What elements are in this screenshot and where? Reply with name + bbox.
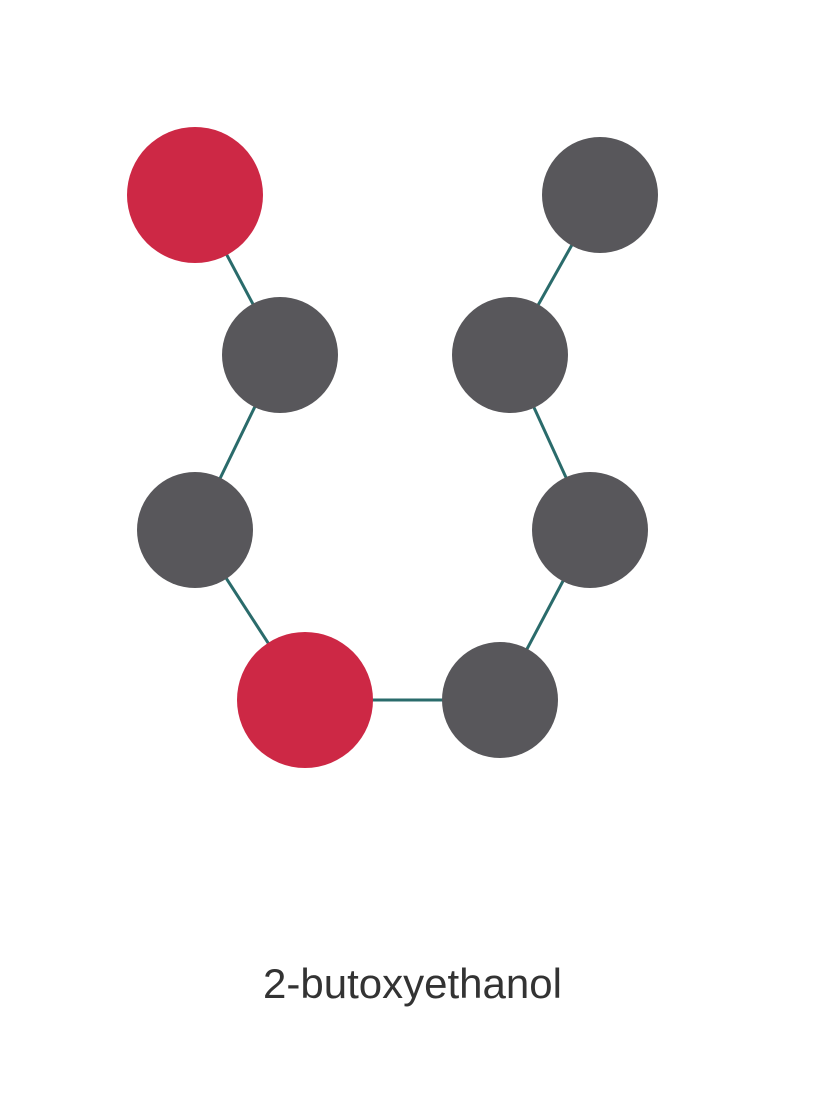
atom-carbon xyxy=(442,642,558,758)
molecule-caption: 2-butoxyethanol xyxy=(0,960,825,1008)
atom-carbon xyxy=(222,297,338,413)
atom-oxygen xyxy=(237,632,373,768)
molecule-diagram xyxy=(0,0,825,1100)
atom-carbon xyxy=(137,472,253,588)
atom-carbon xyxy=(452,297,568,413)
bond-layer xyxy=(195,195,600,700)
atom-layer xyxy=(127,127,658,768)
atom-oxygen xyxy=(127,127,263,263)
atom-carbon xyxy=(532,472,648,588)
atom-carbon xyxy=(542,137,658,253)
